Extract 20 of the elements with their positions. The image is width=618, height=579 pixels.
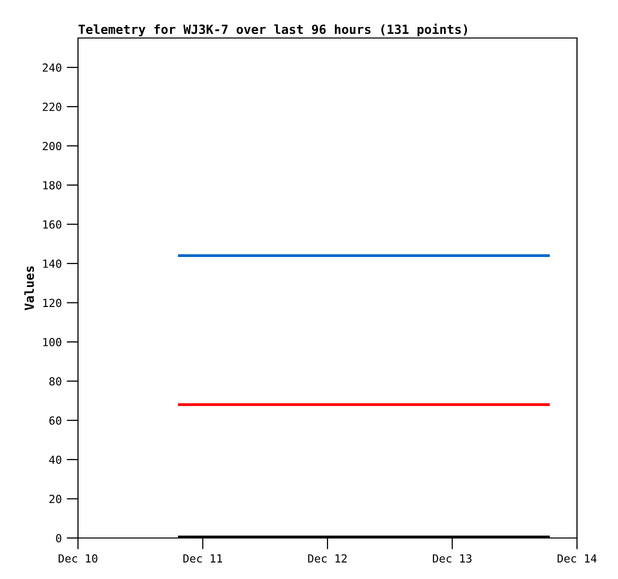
- x-tick-label: Dec 13: [432, 554, 472, 563]
- y-tick-label: 220: [42, 102, 62, 112]
- y-tick-label: 60: [49, 416, 62, 425]
- y-tick-label: 120: [43, 298, 62, 308]
- x-tick-label: Dec 10: [58, 554, 98, 563]
- x-tick-label: Dec 12: [308, 554, 347, 563]
- chart-title: Telemetry for WJ3K-7 over last 96 hours (131 points): [78, 24, 467, 36]
- y-tick-label: 160: [43, 220, 62, 229]
- y-tick-label: 80: [49, 377, 62, 386]
- y-tick-label: 180: [43, 181, 62, 190]
- y-tick-label: 20: [49, 494, 62, 504]
- y-tick-label: 40: [49, 456, 62, 464]
- y-tick-label: 200: [42, 142, 62, 150]
- y-tick-label: 240: [42, 63, 62, 72]
- y-tick-label: 100: [43, 338, 62, 346]
- x-tick-label: Dec 14: [558, 554, 597, 563]
- y-tick-label: 0: [56, 534, 62, 542]
- y-tick-label: 140: [43, 259, 62, 268]
- y-axis-title: Values: [24, 266, 34, 310]
- x-tick-label: Dec 11: [183, 554, 222, 563]
